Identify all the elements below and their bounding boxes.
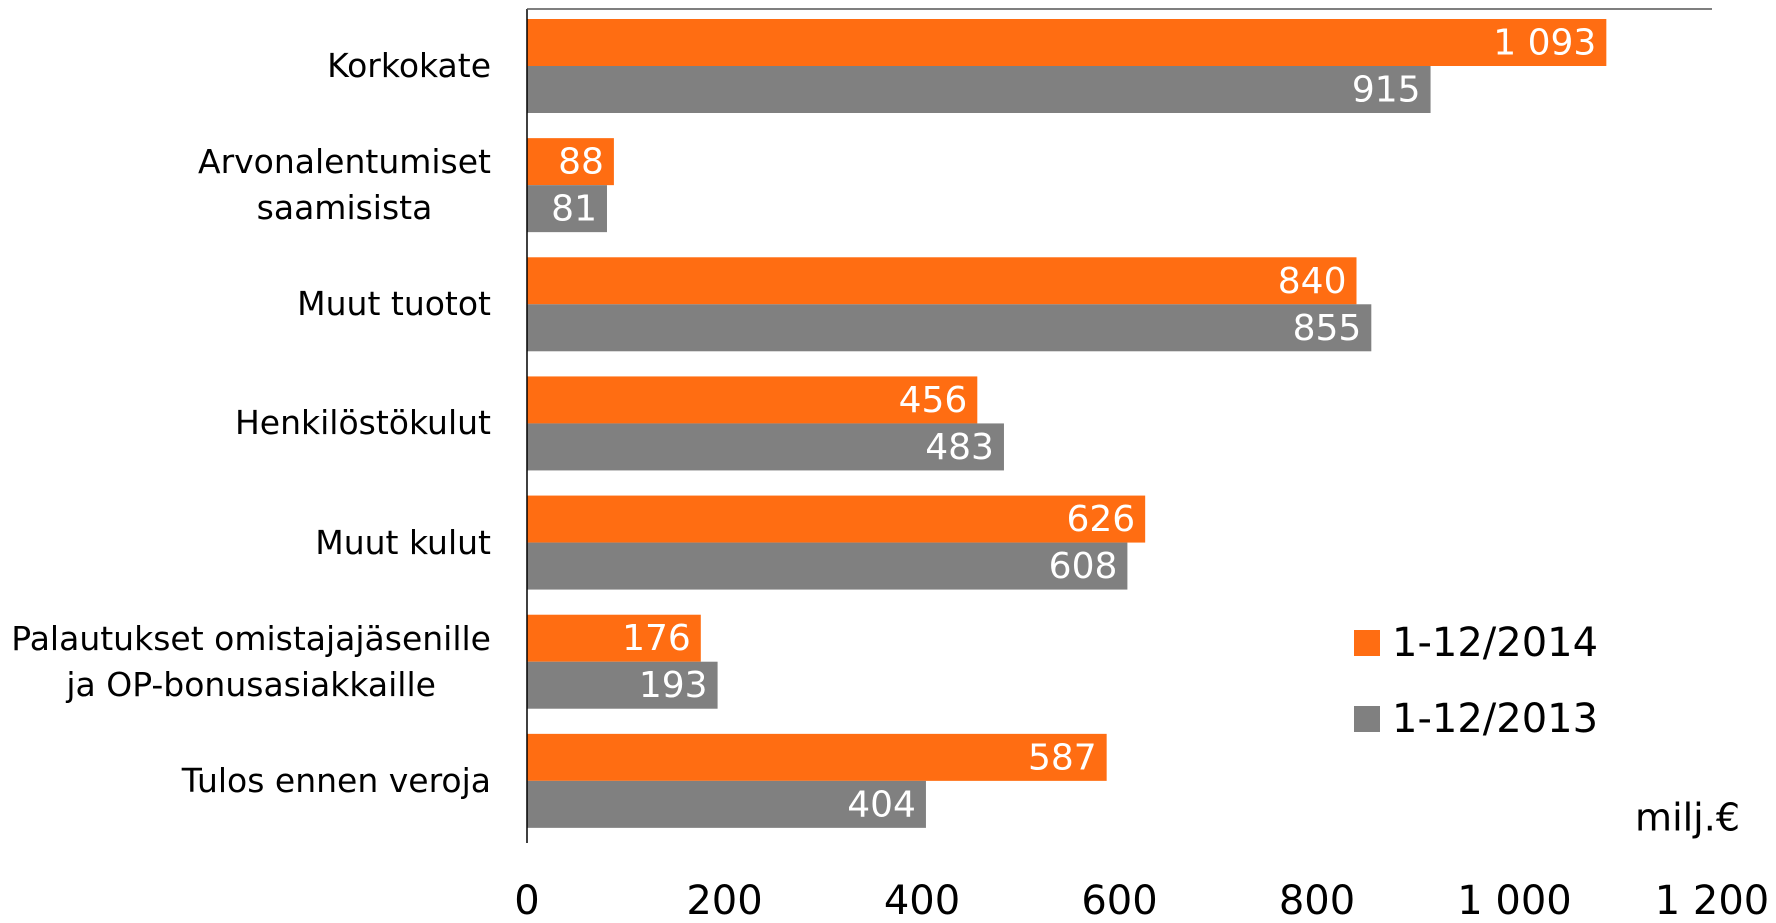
- bar: [527, 376, 978, 424]
- category-label: Muut tuotot: [297, 284, 491, 324]
- x-tick-label: 0: [514, 878, 539, 923]
- bar: [527, 19, 1607, 66]
- data-label: 608: [1049, 546, 1118, 587]
- data-label: 840: [1278, 261, 1347, 302]
- category-label: Henkilöstökulut: [234, 403, 491, 443]
- bar: [527, 138, 614, 186]
- data-label: 483: [925, 427, 994, 468]
- unit-label: milj.€: [1635, 796, 1740, 840]
- data-label: 88: [558, 142, 604, 183]
- bar: [527, 733, 1107, 781]
- x-tick-label: 200: [686, 878, 762, 923]
- category-label: Korkokate: [327, 46, 491, 85]
- bar: [527, 423, 1004, 471]
- bar: [527, 66, 1431, 113]
- data-label: 915: [1352, 70, 1421, 111]
- bar: [527, 495, 1146, 543]
- data-label: 176: [622, 618, 691, 659]
- x-tick-label: 800: [1279, 878, 1355, 923]
- legend-swatch: [1354, 706, 1380, 732]
- legend-swatch: [1354, 630, 1380, 656]
- data-label: 193: [639, 665, 708, 706]
- bar: [527, 661, 718, 709]
- bar: [527, 614, 701, 662]
- category-label: Muut kulut: [315, 522, 491, 562]
- data-label: 626: [1066, 499, 1135, 540]
- data-label: 404: [847, 784, 916, 825]
- data-label: 1 093: [1493, 23, 1596, 64]
- legend-label: 1-12/2013: [1392, 696, 1598, 742]
- category-label: Arvonalentumiset saamisista: [198, 142, 491, 228]
- x-tick-label: 400: [884, 878, 960, 923]
- data-label: 456: [899, 380, 968, 421]
- data-label: 81: [551, 189, 597, 230]
- legend-label: 1-12/2014: [1392, 620, 1598, 666]
- data-label: 587: [1028, 737, 1097, 778]
- bar: [527, 185, 607, 233]
- bar: [527, 780, 926, 828]
- bar: [527, 542, 1128, 590]
- bar: [527, 257, 1357, 305]
- category-label: Tulos ennen veroja: [181, 760, 491, 800]
- x-tick-label: 1 000: [1457, 878, 1572, 923]
- bar: [527, 304, 1372, 352]
- data-label: 855: [1293, 308, 1362, 349]
- category-label: Palautukset omistajajäsenille ja OP-bonu…: [11, 618, 491, 704]
- x-tick-label: 1 200: [1655, 878, 1770, 923]
- x-tick-label: 600: [1081, 878, 1157, 923]
